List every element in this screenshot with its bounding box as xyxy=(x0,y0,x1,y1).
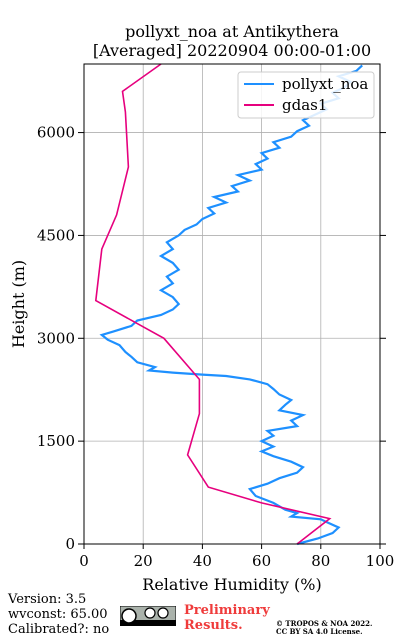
calibrated-text: Calibrated?: no xyxy=(8,622,110,637)
copyright-line2: CC BY SA 4.0 License. xyxy=(276,627,363,636)
cc-by-sa-badge-icon xyxy=(120,606,176,626)
x-tick-label: 0 xyxy=(79,552,89,570)
preliminary-notice: Preliminary Results. xyxy=(184,603,270,633)
series-line-pollyxt_noa xyxy=(99,64,363,546)
version-text: Version: 3.5 xyxy=(8,592,87,607)
chart-title-line1: pollyxt_noa at Antikythera xyxy=(125,22,339,41)
y-axis-label: Height (m) xyxy=(9,260,28,348)
axis-ticks: 0 20 40 60 80 100 0 1500 3000 4500 6000 xyxy=(37,124,395,570)
x-axis-label: Relative Humidity (%) xyxy=(142,575,321,594)
legend-label-pollyxt_noa: pollyxt_noa xyxy=(282,75,368,93)
x-tick-label: 60 xyxy=(252,552,271,570)
series-line-gdas1 xyxy=(94,63,332,545)
x-tick-label: 40 xyxy=(193,552,212,570)
wvconst-text: wvconst: 65.00 xyxy=(8,607,108,622)
y-tick-label: 1500 xyxy=(37,432,75,450)
y-tick-label: 0 xyxy=(65,535,75,553)
rh-profile-chart: 0 20 40 60 80 100 0 1500 3000 4500 6000 Relative H… xyxy=(9,63,395,594)
legend-label-gdas1: gdas1 xyxy=(282,96,327,114)
chart-title-line2: [Averaged] 20220904 00:00-01:00 xyxy=(92,41,372,60)
grid-lines xyxy=(84,64,380,544)
y-tick-label: 6000 xyxy=(37,124,75,142)
x-tick-label: 100 xyxy=(366,552,395,570)
preliminary-line2: Results. xyxy=(184,618,243,633)
chart-title: pollyxt_noa at Antikythera [Averaged] 20… xyxy=(60,22,400,60)
legend: pollyxt_noa gdas1 xyxy=(237,71,375,119)
x-tick-label: 20 xyxy=(134,552,153,570)
y-tick-label: 4500 xyxy=(37,226,75,244)
preliminary-line1: Preliminary xyxy=(184,603,270,618)
copyright-line1: © TROPOS & NOA 2022. xyxy=(276,619,373,628)
y-tick-label: 3000 xyxy=(37,329,75,347)
plot-area xyxy=(84,64,380,544)
copyright-notice: © TROPOS & NOA 2022. CC BY SA 4.0 Licens… xyxy=(276,620,372,636)
x-tick-label: 80 xyxy=(311,552,330,570)
series-layer xyxy=(94,63,363,546)
plot-frame xyxy=(83,63,381,545)
